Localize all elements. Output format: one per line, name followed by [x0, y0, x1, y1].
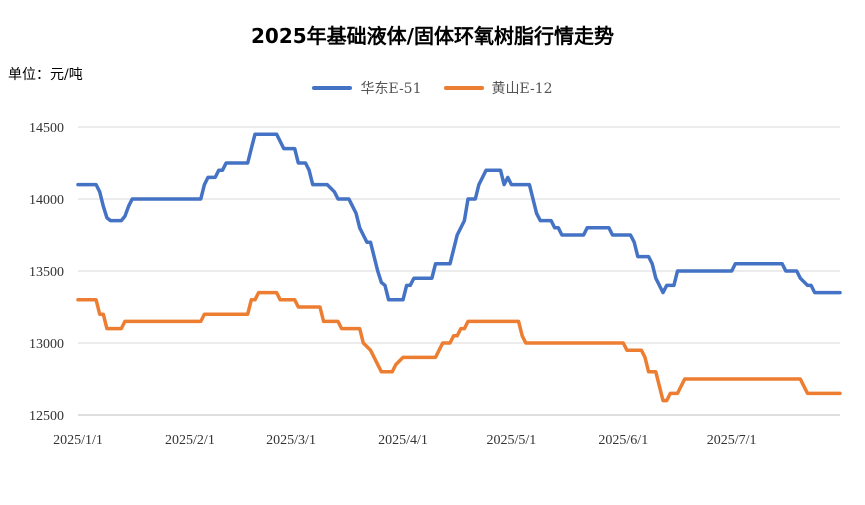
x-tick-label-2: 2025/3/1 — [266, 433, 316, 448]
legend-item-series-1: 黄山E-12 — [443, 78, 553, 98]
x-tick-label-6: 2025/7/1 — [707, 433, 757, 448]
series-line-0 — [76, 132, 842, 302]
x-tick-label-0: 2025/1/1 — [53, 433, 103, 448]
x-tick-label-1: 2025/2/1 — [165, 433, 215, 448]
y-tick-label-13000: 13000 — [29, 337, 64, 352]
y-tick-label-13500: 13500 — [29, 265, 64, 280]
legend-swatch-series-0 — [312, 86, 353, 90]
y-tick-label-14000: 14000 — [29, 193, 64, 208]
legend-item-series-0: 华东E-51 — [312, 78, 422, 98]
series-line-1 — [76, 290, 842, 403]
legend-label-series-0: 华东E-51 — [360, 81, 422, 97]
x-tick-label-4: 2025/5/1 — [486, 433, 536, 448]
chart-title: 2025年基础液体/固体环氧树脂行情走势 — [251, 24, 614, 48]
legend-label-series-1: 黄山E-12 — [491, 81, 553, 97]
y-tick-label-14500: 14500 — [29, 121, 64, 136]
legend: 华东E-51 黄山E-12 — [0, 78, 865, 98]
unit-label: 单位：元/吨 — [8, 67, 83, 83]
legend-swatch-series-1 — [443, 86, 484, 90]
y-tick-label-12500: 12500 — [29, 409, 64, 424]
x-tick-label-3: 2025/4/1 — [378, 433, 428, 448]
x-tick-label-5: 2025/6/1 — [598, 433, 648, 448]
